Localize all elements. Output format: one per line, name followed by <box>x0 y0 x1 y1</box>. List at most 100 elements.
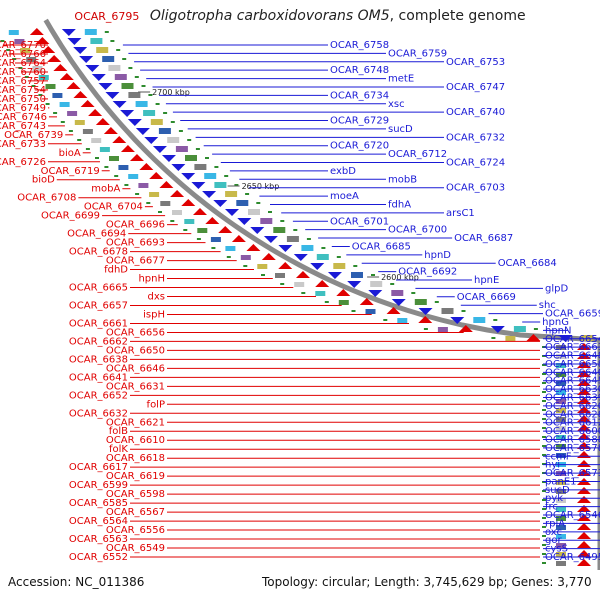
plus-strand-gene[interactable] <box>295 271 310 278</box>
plus-strand-gene[interactable] <box>218 226 233 233</box>
minus-strand-gene[interactable] <box>144 137 159 144</box>
plus-strand-gene[interactable] <box>112 136 127 143</box>
plus-strand-gene[interactable] <box>336 289 351 296</box>
plus-strand-gene[interactable] <box>577 559 591 566</box>
plus-strand-gene[interactable] <box>458 325 473 332</box>
gene-label[interactable]: mobB <box>388 174 417 185</box>
gene-label[interactable]: OCAR_6567 <box>106 507 165 518</box>
minus-strand-gene[interactable] <box>73 47 88 54</box>
gene-label[interactable]: OCAR_6704 <box>84 202 143 213</box>
gene-label[interactable]: OCAR_6684 <box>498 258 557 269</box>
gene-label[interactable]: OCAR_6693 <box>106 238 165 249</box>
gene-label[interactable]: OCAR_6620 <box>545 401 600 412</box>
minus-strand-gene[interactable] <box>120 110 135 117</box>
minus-strand-gene[interactable] <box>91 74 106 81</box>
plus-strand-gene[interactable] <box>315 280 330 287</box>
gene-label[interactable]: OCAR_6618 <box>106 453 165 464</box>
gene-label[interactable]: exbD <box>330 166 356 177</box>
plus-strand-gene[interactable] <box>577 514 591 521</box>
minus-strand-gene[interactable] <box>391 299 406 306</box>
minus-strand-gene[interactable] <box>293 254 308 261</box>
gene-label[interactable]: OCAR_6743 <box>0 121 46 132</box>
gene-label[interactable]: mobA <box>91 184 120 195</box>
plus-strand-gene[interactable] <box>577 433 591 440</box>
minus-strand-gene[interactable] <box>327 272 342 279</box>
plus-strand-gene[interactable] <box>577 424 591 431</box>
gene-label[interactable]: OCAR_6661 <box>69 318 128 329</box>
minus-strand-gene[interactable] <box>85 65 100 72</box>
gene-label[interactable]: OCAR_6701 <box>330 216 389 227</box>
minus-strand-gene[interactable] <box>161 155 176 162</box>
plus-strand-gene[interactable] <box>35 37 50 44</box>
gene-label[interactable]: panE1 <box>545 476 577 487</box>
plus-strand-gene[interactable] <box>577 469 591 476</box>
plus-strand-gene[interactable] <box>47 55 62 62</box>
gene-label[interactable]: OCAR_6610 <box>106 435 165 446</box>
minus-strand-gene[interactable] <box>250 227 265 234</box>
gene-label[interactable]: hpnG <box>542 317 569 328</box>
gene-label[interactable]: OCAR_6648 <box>545 351 600 362</box>
plus-strand-gene[interactable] <box>246 244 261 251</box>
gene-label[interactable]: OCAR_6759 <box>388 48 447 59</box>
gene-label[interactable]: fdhA <box>388 199 411 210</box>
plus-strand-gene[interactable] <box>577 496 591 503</box>
gene-label[interactable]: OCAR_6621 <box>106 417 165 428</box>
plus-strand-gene[interactable] <box>278 262 293 269</box>
gene-label[interactable]: hpnD <box>424 250 451 261</box>
top-left-gene-label[interactable]: OCAR_6795 <box>74 10 140 23</box>
gene-label[interactable]: OCAR_6719 <box>41 166 100 177</box>
plus-strand-gene[interactable] <box>41 46 56 53</box>
gene-label[interactable]: OCAR_6612 <box>545 418 600 429</box>
gene-label[interactable]: arsC1 <box>446 208 475 219</box>
gene-label[interactable]: OCAR_6632 <box>69 408 128 419</box>
minus-strand-gene[interactable] <box>79 56 94 63</box>
minus-strand-gene[interactable] <box>98 83 113 90</box>
gene-label[interactable]: OCAR_6578 <box>545 443 600 454</box>
gene-label[interactable]: OCAR_6658 <box>545 359 600 370</box>
gene-label[interactable]: hpnH <box>138 274 165 285</box>
gene-label[interactable]: cysS <box>545 544 568 555</box>
gene-label[interactable]: OCAR_6757 <box>0 76 46 87</box>
minus-strand-gene[interactable] <box>202 191 217 198</box>
plus-strand-gene[interactable] <box>73 91 88 98</box>
gene-label[interactable]: OCAR_6573 <box>545 468 600 479</box>
gene-label[interactable]: OCAR_6600 <box>545 426 600 437</box>
gene-label[interactable]: OCAR_6678 <box>69 247 128 258</box>
plus-strand-gene[interactable] <box>577 397 591 404</box>
gene-label[interactable]: OCAR_6564 <box>69 516 128 527</box>
minus-strand-gene[interactable] <box>368 290 383 297</box>
gene-label[interactable]: OCAR_6770 <box>0 40 46 51</box>
gene-label[interactable]: fdhD <box>104 265 128 276</box>
plus-strand-gene[interactable] <box>139 163 154 170</box>
gene-label[interactable]: OCAR_6669 <box>457 292 516 303</box>
gene-label[interactable]: OCAR_6659 <box>545 309 600 320</box>
gene-label[interactable]: OCAR_6726 <box>0 157 46 168</box>
gene-label[interactable]: OCAR_6747 <box>446 82 505 93</box>
gene-label[interactable]: rpiA <box>545 518 565 529</box>
gene-label[interactable]: shc <box>539 300 556 311</box>
plus-strand-gene[interactable] <box>120 145 135 152</box>
plus-strand-gene[interactable] <box>193 208 207 215</box>
gene-label[interactable]: OCAR_6750 <box>0 94 46 105</box>
minus-strand-gene[interactable] <box>127 119 142 126</box>
plus-strand-gene[interactable] <box>577 505 591 512</box>
plus-strand-gene[interactable] <box>80 100 95 107</box>
plus-strand-gene[interactable] <box>129 154 144 161</box>
gene-label[interactable]: OCAR_6677 <box>106 256 165 267</box>
gene-label[interactable]: OCAR_6724 <box>446 158 505 169</box>
gene-label[interactable]: sucD <box>388 124 413 135</box>
plus-strand-gene[interactable] <box>231 235 246 242</box>
minus-strand-gene[interactable] <box>225 209 239 216</box>
gene-label[interactable]: OCAR_6657 <box>69 300 128 311</box>
gene-label[interactable]: OCAR_6685 <box>352 241 411 252</box>
gene-label[interactable]: OCAR_6663 <box>545 342 600 353</box>
gene-label[interactable]: OCAR_6546 <box>545 510 600 521</box>
plus-strand-gene[interactable] <box>66 82 81 89</box>
gene-label[interactable]: OCAR_6549 <box>106 543 165 554</box>
gene-label[interactable]: ccmF <box>545 451 572 462</box>
gene-label[interactable]: OCAR_6638 <box>69 354 128 365</box>
plus-strand-gene[interactable] <box>577 442 591 449</box>
gene-label[interactable]: OCAR_6652 <box>69 390 128 401</box>
gene-label[interactable]: OCAR_6696 <box>106 220 165 231</box>
gene-label[interactable]: OCAR_6749 <box>0 103 46 114</box>
